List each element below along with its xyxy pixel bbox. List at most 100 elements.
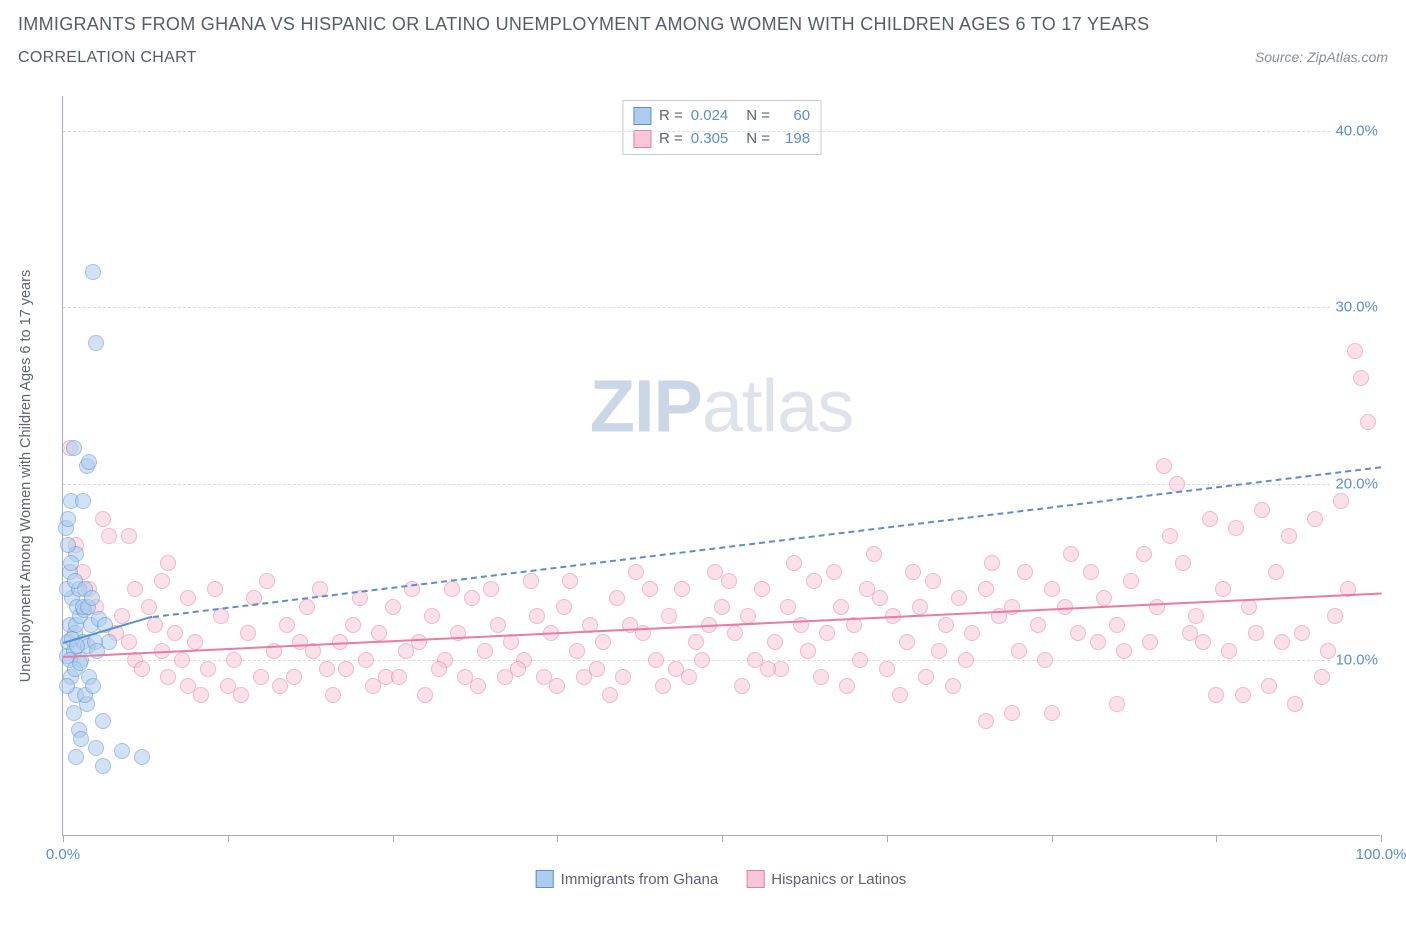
scatter-point xyxy=(688,634,704,650)
scatter-point xyxy=(59,678,75,694)
legend-swatch xyxy=(633,130,651,148)
scatter-point xyxy=(1327,608,1343,624)
scatter-point xyxy=(233,687,249,703)
scatter-point xyxy=(207,581,223,597)
scatter-point xyxy=(88,740,104,756)
scatter-point xyxy=(365,678,381,694)
scatter-point xyxy=(1188,608,1204,624)
scatter-point xyxy=(1136,546,1152,562)
scatter-point xyxy=(95,758,111,774)
scatter-point xyxy=(1248,625,1264,641)
scatter-point xyxy=(75,493,91,509)
watermark: ZIPatlas xyxy=(590,364,853,449)
scatter-point xyxy=(1044,581,1060,597)
scatter-point xyxy=(114,608,130,624)
scatter-point xyxy=(1070,625,1086,641)
scatter-point xyxy=(925,573,941,589)
scatter-point xyxy=(286,669,302,685)
scatter-point xyxy=(786,555,802,571)
scatter-point xyxy=(681,669,697,685)
scatter-point xyxy=(661,608,677,624)
scatter-point xyxy=(740,608,756,624)
scatter-point xyxy=(490,617,506,633)
scatter-point xyxy=(727,625,743,641)
scatter-point xyxy=(1215,581,1231,597)
scatter-point xyxy=(1109,696,1125,712)
scatter-point xyxy=(1202,511,1218,527)
scatter-point xyxy=(562,573,578,589)
scatter-point xyxy=(595,634,611,650)
scatter-point xyxy=(180,590,196,606)
scatter-point xyxy=(1228,520,1244,536)
series-legend: Immigrants from GhanaHispanics or Latino… xyxy=(536,870,907,888)
scatter-point xyxy=(872,590,888,606)
legend-swatch xyxy=(746,870,764,888)
scatter-point xyxy=(602,687,618,703)
scatter-point xyxy=(707,564,723,580)
x-tick xyxy=(887,835,888,842)
scatter-point xyxy=(1149,599,1165,615)
scatter-point xyxy=(279,617,295,633)
scatter-point xyxy=(826,564,842,580)
scatter-point xyxy=(648,652,664,668)
scatter-point xyxy=(1083,564,1099,580)
scatter-point xyxy=(358,652,374,668)
scatter-point xyxy=(1011,643,1027,659)
scatter-point xyxy=(529,608,545,624)
scatter-point xyxy=(642,581,658,597)
x-tick xyxy=(1381,835,1382,842)
scatter-point xyxy=(931,643,947,659)
scatter-point xyxy=(912,599,928,615)
scatter-point xyxy=(721,573,737,589)
series-name: Immigrants from Ghana xyxy=(561,871,719,888)
gridline xyxy=(63,131,1380,132)
legend-row: R = 0.024N = 60 xyxy=(633,105,810,128)
scatter-point xyxy=(325,687,341,703)
source-attribution: Source: ZipAtlas.com xyxy=(1255,49,1388,65)
scatter-point xyxy=(338,661,354,677)
scatter-point xyxy=(1294,625,1310,641)
scatter-point xyxy=(1314,669,1330,685)
scatter-point xyxy=(1030,617,1046,633)
scatter-point xyxy=(892,687,908,703)
scatter-point xyxy=(839,678,855,694)
scatter-point xyxy=(1017,564,1033,580)
scatter-point xyxy=(81,454,97,470)
x-tick xyxy=(63,835,64,842)
scatter-point xyxy=(1156,458,1172,474)
scatter-point xyxy=(63,555,79,571)
scatter-point xyxy=(121,528,137,544)
scatter-point xyxy=(576,669,592,685)
x-tick-label: 0.0% xyxy=(46,846,80,863)
scatter-point xyxy=(833,599,849,615)
scatter-point xyxy=(141,599,157,615)
plot-area: ZIPatlas R = 0.024N = 60R = 0.305N = 198… xyxy=(62,96,1380,836)
y-tick-label: 20.0% xyxy=(1331,475,1382,492)
scatter-point xyxy=(767,634,783,650)
chart-subtitle: CORRELATION CHART xyxy=(18,49,197,67)
scatter-point xyxy=(819,625,835,641)
series-legend-item: Immigrants from Ghana xyxy=(536,870,719,888)
scatter-point xyxy=(84,590,100,606)
scatter-point xyxy=(549,678,565,694)
scatter-point xyxy=(431,661,447,677)
scatter-point xyxy=(66,440,82,456)
scatter-point xyxy=(160,669,176,685)
scatter-point xyxy=(899,634,915,650)
x-tick xyxy=(1216,835,1217,842)
scatter-point xyxy=(1235,687,1251,703)
scatter-point xyxy=(497,669,513,685)
scatter-point xyxy=(793,617,809,633)
scatter-point xyxy=(879,661,895,677)
scatter-point xyxy=(609,590,625,606)
scatter-point xyxy=(167,625,183,641)
scatter-point xyxy=(780,599,796,615)
scatter-point xyxy=(800,643,816,659)
scatter-point xyxy=(1333,493,1349,509)
scatter-point xyxy=(73,731,89,747)
x-tick xyxy=(1052,835,1053,842)
scatter-point xyxy=(1096,590,1112,606)
scatter-point xyxy=(760,661,776,677)
scatter-point xyxy=(1090,634,1106,650)
scatter-point xyxy=(444,581,460,597)
